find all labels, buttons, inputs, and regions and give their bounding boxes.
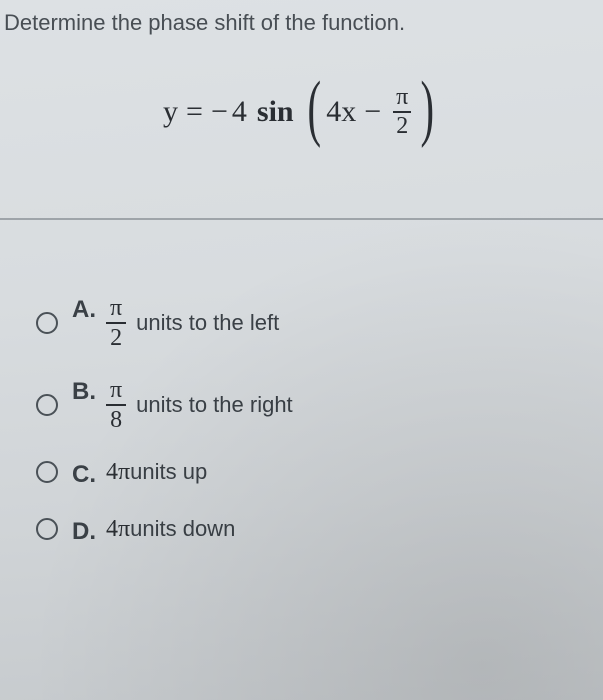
question-card: Determine the phase shift of the functio… bbox=[0, 0, 603, 700]
radio-icon[interactable] bbox=[36, 394, 58, 416]
choice-inline-math: 4π bbox=[106, 460, 130, 484]
choice-rest: units to the left bbox=[136, 312, 279, 334]
radio-icon[interactable] bbox=[36, 461, 58, 483]
choice-D[interactable]: D. 4π units down bbox=[36, 517, 293, 546]
choice-B[interactable]: B. π 8 units to the right bbox=[36, 378, 293, 432]
question-text: Determine the phase shift of the functio… bbox=[4, 10, 405, 36]
choice-answer: π 2 units to the left bbox=[106, 296, 279, 350]
eq-sign: − bbox=[211, 95, 228, 129]
paren-right-icon: ) bbox=[421, 78, 435, 138]
choice-A[interactable]: A. π 2 units to the left bbox=[36, 296, 293, 350]
eq-func: sin bbox=[257, 95, 294, 129]
choice-frac-num: π bbox=[106, 378, 126, 404]
separator-rule bbox=[0, 218, 603, 220]
radio-icon[interactable] bbox=[36, 518, 58, 540]
eq-inner-term1: 4x bbox=[326, 95, 356, 129]
choice-answer: 4π units down bbox=[106, 517, 235, 541]
eq-coeff: 4 bbox=[232, 95, 247, 129]
eq-equals: = bbox=[186, 95, 203, 129]
choice-answer: 4π units up bbox=[106, 460, 207, 484]
choice-list: A. π 2 units to the left B. π 8 units to… bbox=[36, 296, 293, 574]
eq-frac-num: π bbox=[393, 85, 411, 111]
choice-frac: π 8 bbox=[106, 378, 126, 432]
eq-lhs: y bbox=[163, 95, 178, 129]
choice-letter: B. bbox=[72, 378, 106, 406]
choice-frac: π 2 bbox=[106, 296, 126, 350]
choice-rest: units up bbox=[130, 461, 207, 483]
equation-wrap: y = − 4 sin ( 4x − π 2 ) bbox=[0, 82, 603, 142]
choice-letter: A. bbox=[72, 296, 106, 324]
paren-left-icon: ( bbox=[307, 78, 321, 138]
equation: y = − 4 sin ( 4x − π 2 ) bbox=[163, 82, 440, 142]
eq-frac-den: 2 bbox=[393, 111, 411, 139]
eq-inner-frac: π 2 bbox=[393, 85, 411, 139]
choice-rest: units down bbox=[130, 518, 235, 540]
choice-letter: C. bbox=[72, 460, 106, 489]
choice-rest: units to the right bbox=[136, 394, 293, 416]
choice-C[interactable]: C. 4π units up bbox=[36, 460, 293, 489]
eq-inner-op: − bbox=[364, 95, 381, 129]
choice-inline-math: 4π bbox=[106, 517, 130, 541]
radio-icon[interactable] bbox=[36, 312, 58, 334]
choice-answer: π 8 units to the right bbox=[106, 378, 293, 432]
choice-frac-num: π bbox=[106, 296, 126, 322]
choice-frac-den: 2 bbox=[106, 322, 126, 350]
choice-letter: D. bbox=[72, 517, 106, 546]
choice-frac-den: 8 bbox=[106, 404, 126, 432]
